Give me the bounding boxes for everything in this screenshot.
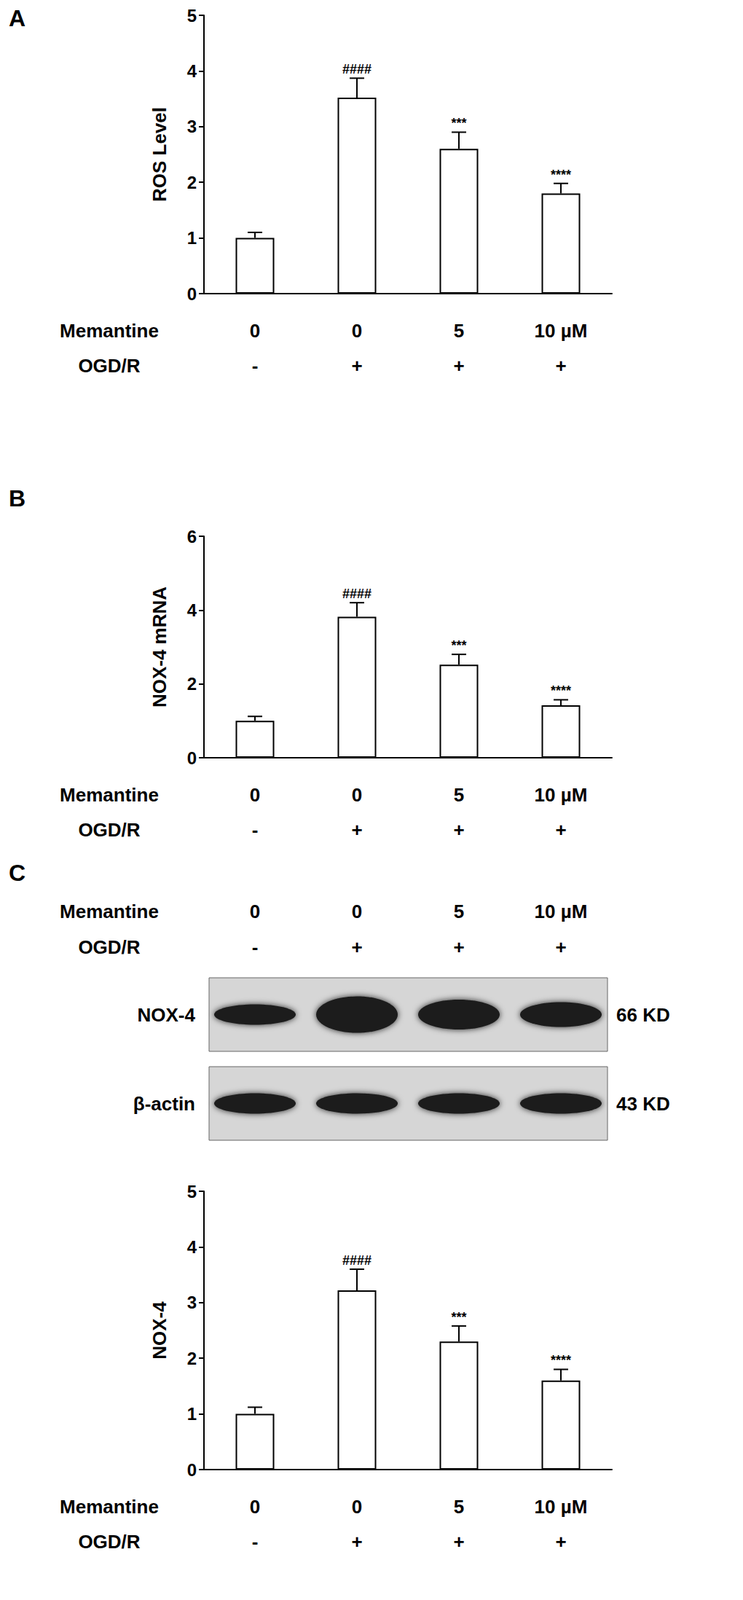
svg-text:5: 5 bbox=[187, 5, 197, 26]
svg-text:####: #### bbox=[342, 586, 372, 601]
svg-text:0: 0 bbox=[249, 1495, 261, 1518]
svg-text:***: *** bbox=[450, 638, 467, 653]
svg-text:2: 2 bbox=[187, 673, 197, 694]
svg-text:OGD/R: OGD/R bbox=[77, 936, 140, 958]
svg-text:NOX-4: NOX-4 bbox=[148, 1300, 171, 1360]
svg-text:+: + bbox=[351, 818, 363, 841]
svg-text:0: 0 bbox=[351, 319, 363, 342]
svg-text:ROS Level: ROS Level bbox=[148, 107, 171, 202]
svg-text:1: 1 bbox=[187, 227, 197, 248]
svg-text:2: 2 bbox=[187, 1348, 197, 1368]
svg-text:-: - bbox=[252, 1530, 259, 1553]
svg-text:0: 0 bbox=[351, 1495, 363, 1518]
svg-text:0: 0 bbox=[187, 284, 197, 304]
svg-text:0: 0 bbox=[187, 1459, 197, 1480]
svg-text:Memantine: Memantine bbox=[59, 1495, 159, 1518]
svg-text:-: - bbox=[252, 936, 259, 958]
svg-text:OGD/R: OGD/R bbox=[77, 818, 140, 841]
svg-text:***: *** bbox=[450, 115, 467, 131]
svg-text:####: #### bbox=[342, 61, 372, 77]
svg-text:5: 5 bbox=[453, 1495, 465, 1518]
svg-text:66 KD: 66 KD bbox=[616, 1003, 671, 1026]
svg-text:43 KD: 43 KD bbox=[616, 1092, 671, 1115]
svg-text:10 µM: 10 µM bbox=[534, 319, 588, 342]
svg-text:OGD/R: OGD/R bbox=[77, 354, 140, 377]
svg-text:0: 0 bbox=[249, 319, 261, 342]
svg-text:####: #### bbox=[342, 1252, 372, 1268]
svg-text:5: 5 bbox=[453, 319, 465, 342]
svg-text:A: A bbox=[8, 5, 26, 32]
svg-text:Memantine: Memantine bbox=[59, 319, 159, 342]
svg-text:+: + bbox=[351, 354, 363, 377]
svg-text:C: C bbox=[8, 859, 26, 886]
svg-text:+: + bbox=[351, 1530, 363, 1553]
svg-text:10 µM: 10 µM bbox=[534, 900, 588, 923]
svg-text:4: 4 bbox=[187, 1236, 198, 1257]
svg-text:Memantine: Memantine bbox=[59, 900, 159, 923]
svg-text:β-actin: β-actin bbox=[133, 1092, 196, 1115]
svg-text:+: + bbox=[453, 818, 465, 841]
svg-text:+: + bbox=[351, 936, 363, 958]
svg-text:***: *** bbox=[450, 1309, 467, 1325]
svg-text:3: 3 bbox=[187, 1292, 197, 1312]
svg-text:+: + bbox=[555, 818, 566, 841]
svg-text:****: **** bbox=[550, 683, 572, 698]
svg-text:1: 1 bbox=[187, 1403, 197, 1424]
svg-text:+: + bbox=[555, 1530, 566, 1553]
svg-text:****: **** bbox=[550, 1352, 572, 1368]
svg-text:5: 5 bbox=[187, 1181, 197, 1202]
svg-text:0: 0 bbox=[249, 900, 261, 923]
svg-text:+: + bbox=[453, 354, 465, 377]
svg-text:+: + bbox=[555, 936, 566, 958]
svg-text:B: B bbox=[8, 485, 26, 512]
svg-text:0: 0 bbox=[351, 900, 363, 923]
svg-text:2: 2 bbox=[187, 172, 197, 193]
svg-text:0: 0 bbox=[351, 783, 363, 806]
svg-text:NOX-4: NOX-4 bbox=[137, 1003, 196, 1026]
svg-text:4: 4 bbox=[187, 600, 198, 620]
svg-text:+: + bbox=[555, 354, 566, 377]
svg-text:10 µM: 10 µM bbox=[534, 1495, 588, 1518]
svg-text:-: - bbox=[252, 818, 259, 841]
svg-text:+: + bbox=[453, 1530, 465, 1553]
svg-text:3: 3 bbox=[187, 116, 197, 137]
svg-text:Memantine: Memantine bbox=[59, 783, 159, 806]
svg-text:6: 6 bbox=[187, 526, 197, 547]
svg-text:-: - bbox=[252, 354, 259, 377]
svg-text:4: 4 bbox=[187, 61, 198, 81]
svg-text:NOX-4 mRNA: NOX-4 mRNA bbox=[148, 586, 171, 708]
svg-text:5: 5 bbox=[453, 900, 465, 923]
svg-text:0: 0 bbox=[249, 783, 261, 806]
svg-text:10 µM: 10 µM bbox=[534, 783, 588, 806]
svg-text:OGD/R: OGD/R bbox=[77, 1530, 140, 1553]
svg-text:5: 5 bbox=[453, 783, 465, 806]
svg-text:+: + bbox=[453, 936, 465, 958]
svg-text:0: 0 bbox=[187, 748, 197, 768]
svg-text:****: **** bbox=[550, 167, 572, 183]
